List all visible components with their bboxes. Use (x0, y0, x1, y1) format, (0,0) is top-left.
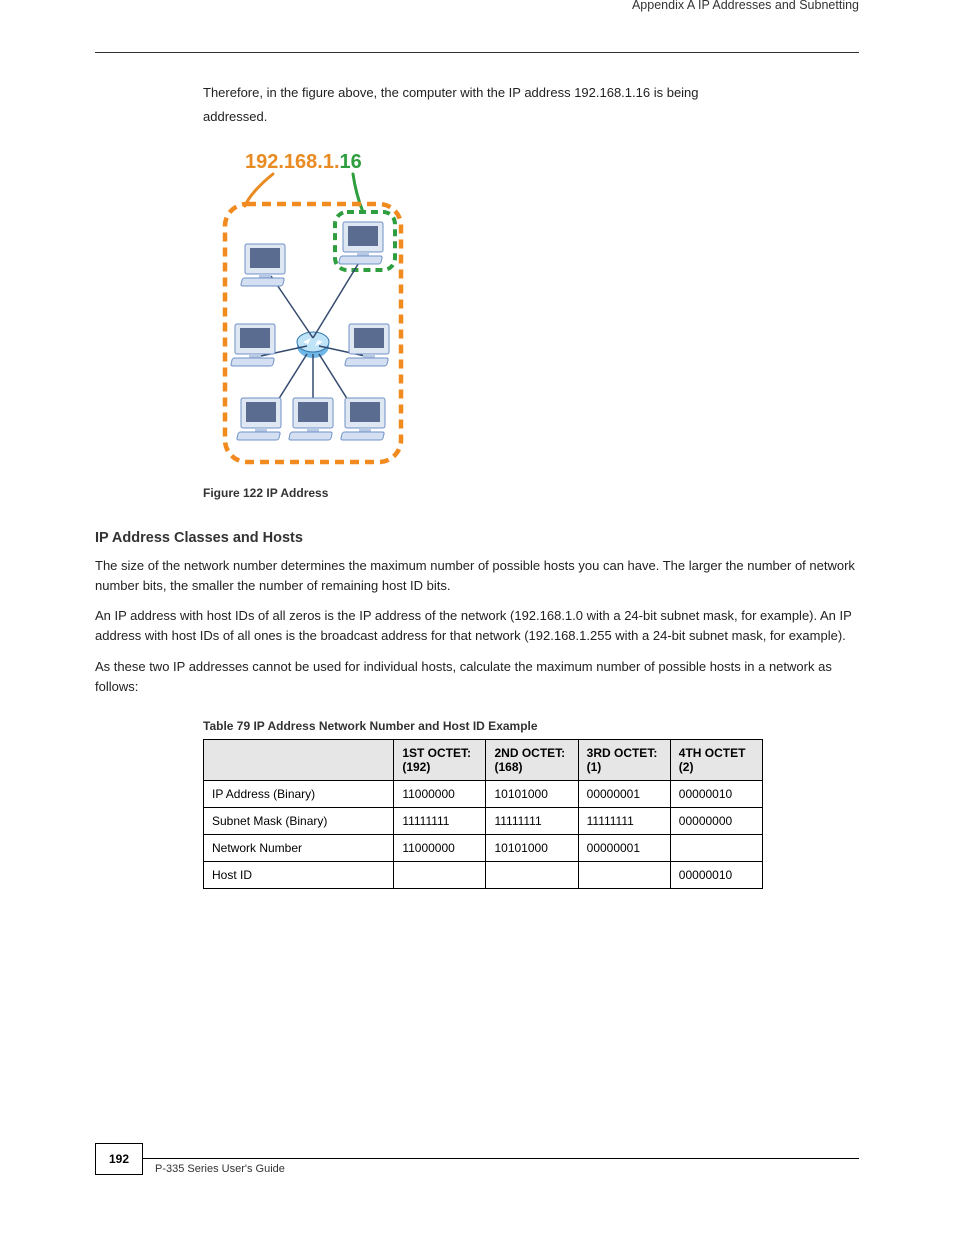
page-number: 192 (95, 1143, 143, 1175)
table-row: Subnet Mask (Binary) 11111111 11111111 1… (204, 807, 763, 834)
svg-text:192.168.1.16: 192.168.1.16 (245, 151, 362, 173)
section-p3: As these two IP addresses cannot be used… (95, 657, 859, 697)
section-p1: The size of the network number determine… (95, 556, 859, 596)
table-cell: 11000000 (394, 834, 486, 861)
figure-title: IP Address (266, 486, 328, 500)
section-p2: An IP address with host IDs of all zeros… (95, 606, 859, 646)
header-rule (95, 52, 859, 53)
table-cell: IP Address (Binary) (204, 780, 394, 807)
table-header-cell: 2ND OCTET:(168) (486, 739, 578, 780)
table-caption-num: Table 79 (203, 719, 253, 733)
network-diagram: 192.168.1.16 (203, 146, 954, 476)
table-row: Host ID 00000010 (204, 861, 763, 888)
intro-line-2: addressed. (203, 107, 859, 127)
figure-number: Figure 122 (203, 486, 266, 500)
table-cell (578, 861, 670, 888)
table-header-cell (204, 739, 394, 780)
table-cell: 11000000 (394, 780, 486, 807)
table-cell: 11111111 (578, 807, 670, 834)
subnet-table: 1ST OCTET:(192) 2ND OCTET:(168) 3RD OCTE… (203, 739, 763, 889)
intro-paragraph: Therefore, in the figure above, the comp… (95, 83, 859, 126)
ip-network-text: 192.168.1. (245, 151, 340, 173)
table-cell: 00000010 (670, 780, 762, 807)
pc-icon (241, 244, 285, 286)
ip-host-text: 16 (340, 151, 362, 173)
network-svg: 192.168.1.16 (203, 146, 423, 476)
table-header-cell: 3RD OCTET:(1) (578, 739, 670, 780)
table-row: IP Address (Binary) 11000000 10101000 00… (204, 780, 763, 807)
table-cell: Host ID (204, 861, 394, 888)
intro-line-1: Therefore, in the figure above, the comp… (203, 83, 859, 103)
section-heading: IP Address Classes and Hosts (95, 530, 859, 546)
table-caption-title: IP Address Network Number and Host ID Ex… (253, 719, 537, 733)
pc-icon (345, 324, 389, 366)
pc-icon (231, 324, 275, 366)
table-cell (670, 834, 762, 861)
footer-rule (143, 1158, 859, 1159)
table-cell: 10101000 (486, 834, 578, 861)
table-row: Network Number 11000000 10101000 0000000… (204, 834, 763, 861)
table-cell: 00000001 (578, 834, 670, 861)
header-caption: Appendix A IP Addresses and Subnetting (95, 0, 859, 12)
table-header-row: 1ST OCTET:(192) 2ND OCTET:(168) 3RD OCTE… (204, 739, 763, 780)
green-leader (353, 174, 363, 212)
table-cell (394, 861, 486, 888)
pc-icon (341, 398, 385, 440)
figure-label: Figure 122 IP Address (203, 486, 859, 500)
footer-text: P-335 Series User's Guide (155, 1163, 285, 1175)
table-cell (486, 861, 578, 888)
pc-icon (339, 222, 383, 264)
table-cell: 11111111 (486, 807, 578, 834)
table-header-cell: 1ST OCTET:(192) (394, 739, 486, 780)
table-cell: 00000001 (578, 780, 670, 807)
table-caption: Table 79 IP Address Network Number and H… (203, 719, 859, 733)
table-cell: 11111111 (394, 807, 486, 834)
table-header-cell: 4TH OCTET(2) (670, 739, 762, 780)
table-cell: Subnet Mask (Binary) (204, 807, 394, 834)
table-cell: 00000010 (670, 861, 762, 888)
pc-icon (289, 398, 333, 440)
table-cell: 10101000 (486, 780, 578, 807)
pc-icon (237, 398, 281, 440)
table-cell: Network Number (204, 834, 394, 861)
orange-leader (245, 174, 273, 206)
table-cell: 00000000 (670, 807, 762, 834)
